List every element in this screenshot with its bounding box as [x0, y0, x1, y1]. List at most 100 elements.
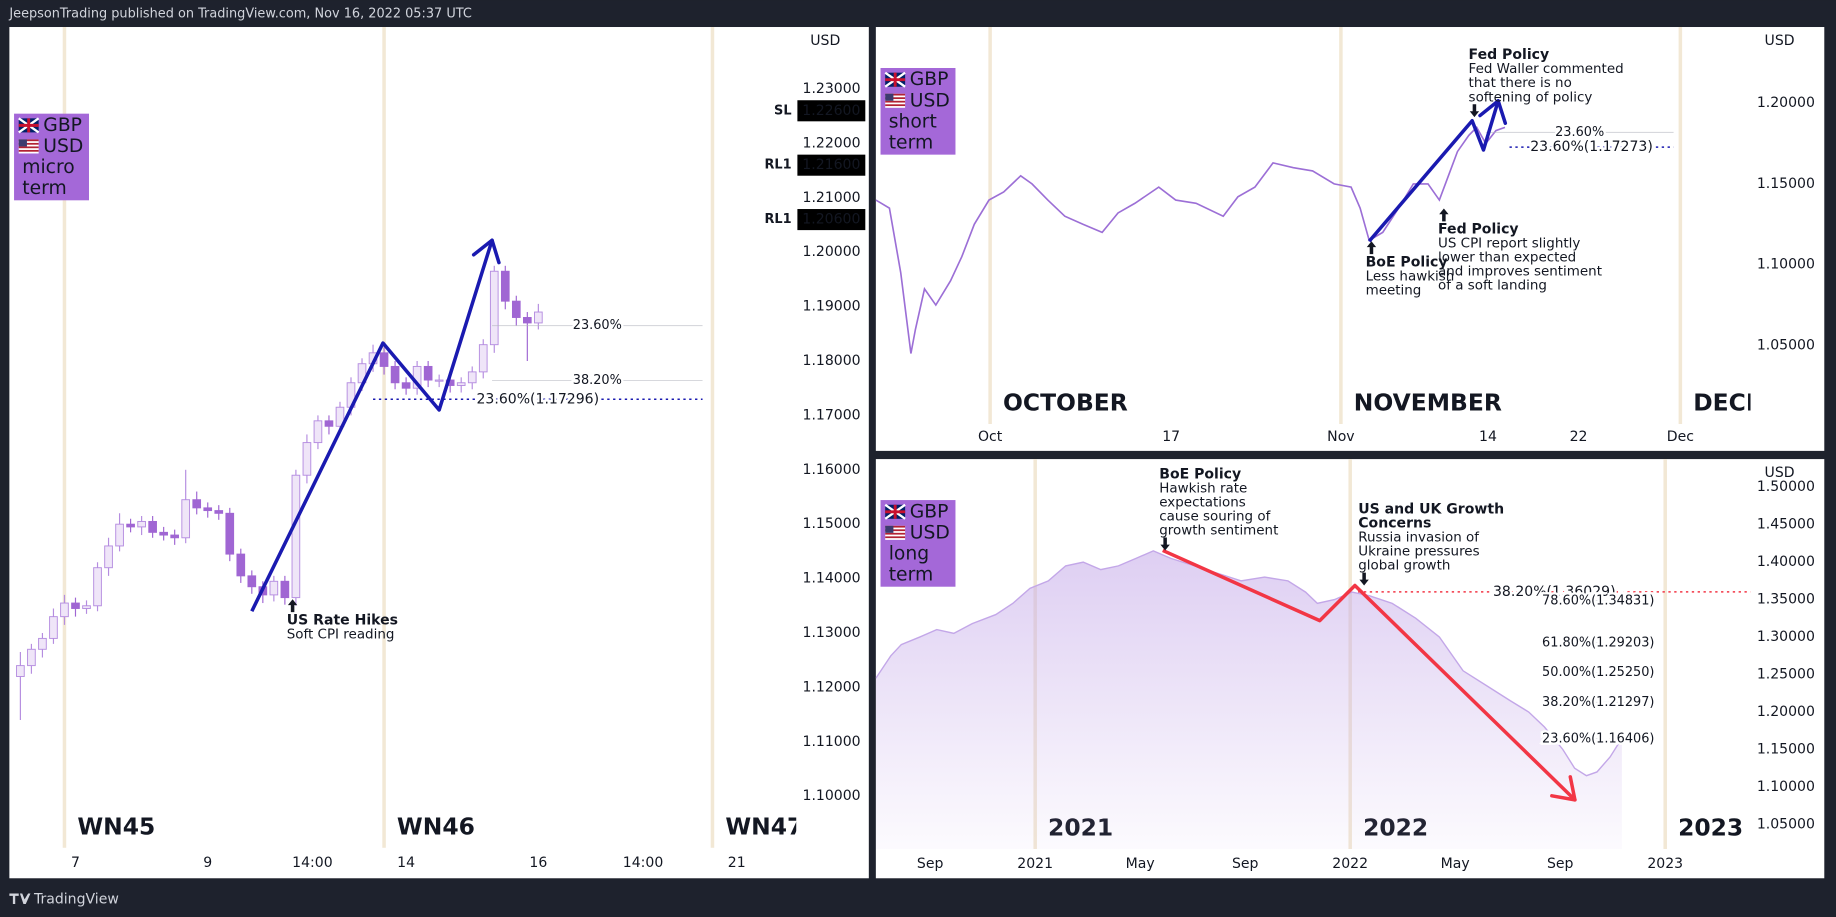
- y-tick-label: 1.40000: [1757, 554, 1815, 570]
- fib-label: 61.80%(1.29203): [1542, 636, 1654, 651]
- badge-text: USD: [910, 90, 950, 111]
- annotation-title: BoE Policy: [1366, 254, 1448, 270]
- candle-body: [82, 605, 91, 609]
- candle-body: [49, 616, 58, 639]
- trend-drawing: [1162, 548, 1577, 802]
- annotation-text: that there is no: [1469, 76, 1572, 91]
- badge-text: term: [889, 565, 933, 586]
- annotation-text: of a soft landing: [1438, 279, 1547, 294]
- price-unit: USD: [810, 33, 840, 49]
- flag-us-stripe: [18, 149, 39, 152]
- candle-body: [489, 270, 499, 346]
- fib-label: 38.20%(1.21297): [1542, 695, 1654, 710]
- x-tick-label: 2023: [1647, 856, 1683, 872]
- x-tick-label: 14:00: [292, 855, 332, 871]
- fib-label: 23.60%: [1555, 125, 1604, 140]
- candle-body: [379, 352, 389, 367]
- y-tick-label: 1.10000: [1757, 779, 1815, 795]
- trend-drawing: [1367, 100, 1500, 243]
- candle-body: [137, 520, 146, 528]
- candle-body: [214, 510, 224, 514]
- annotation-title: Fed Policy: [1438, 222, 1519, 238]
- flag-us-stripe: [885, 93, 906, 96]
- fib-label: 78.60%(1.34831): [1542, 593, 1654, 608]
- badge-text: long: [889, 543, 929, 564]
- annotation-arrow: [287, 599, 298, 613]
- x-tick-label: Sep: [1232, 856, 1259, 872]
- candle-body: [390, 365, 400, 384]
- flag-us-stripe: [885, 529, 906, 532]
- fib-label: 38.20%(1.36029): [1493, 584, 1616, 600]
- candle-body: [523, 317, 532, 324]
- y-tick-label: 1.15000: [803, 516, 861, 532]
- annotation-arrow: [1160, 537, 1170, 551]
- y-tick-label: 1.50000: [1757, 479, 1815, 495]
- x-tick-label: 2021: [1017, 856, 1053, 872]
- annotation-text: expectations: [1159, 495, 1246, 510]
- publish-header: JeepsonTrading published on TradingView.…: [8, 7, 471, 22]
- candle-body: [247, 575, 257, 588]
- badge-text: GBP: [43, 115, 82, 136]
- panel: [875, 27, 1825, 451]
- y-tick-label: 1.20000: [1757, 95, 1815, 111]
- annotation-arrow: [1439, 208, 1449, 222]
- session-label: 2023: [1678, 814, 1743, 842]
- flag-us-stripe: [18, 142, 39, 145]
- y-tick-label: 1.11000: [803, 734, 861, 750]
- logo: [9, 893, 31, 905]
- price-unit: USD: [1765, 33, 1795, 49]
- candle-body: [159, 531, 168, 536]
- x-tick-label: 14: [1479, 429, 1497, 445]
- fib-label: 50.00%(1.25250): [1542, 665, 1654, 680]
- session-label: WN47: [725, 812, 803, 840]
- flag-us-stripe: [885, 104, 906, 107]
- candle-body: [93, 567, 102, 607]
- x-tick-label: 9: [203, 855, 212, 871]
- y-tick-label: 1.10000: [1757, 257, 1815, 273]
- candle-body: [225, 512, 235, 555]
- plot-area: OCTOBER NOVEMBER DECE 23.60%23.60%(1.17273)…: [875, 27, 1751, 424]
- price-label-name: RL1: [764, 212, 791, 227]
- panel: [9, 27, 869, 879]
- price-label-name: SL: [774, 103, 791, 118]
- badge-text: USD: [910, 522, 950, 543]
- fib-label: 23.60%(1.16406): [1542, 731, 1654, 746]
- candle-body: [203, 507, 213, 512]
- annotation-text: and improves sentiment: [1438, 265, 1602, 280]
- annotation-title: US Rate Hikes: [287, 612, 398, 628]
- candle-body: [324, 420, 334, 427]
- y-tick-label: 1.10000: [803, 788, 861, 804]
- y-tick-label: 1.35000: [1757, 592, 1815, 608]
- x-tick-label: Dec: [1667, 429, 1694, 445]
- flag-uk-red: [885, 504, 906, 519]
- y-tick-label: 1.15000: [1757, 176, 1815, 192]
- y-tick-label: 1.16000: [803, 462, 861, 478]
- x-tick-label: May: [1126, 856, 1155, 872]
- candle-body: [71, 602, 80, 609]
- area-fill: [875, 550, 1622, 850]
- x-tick-label: Sep: [917, 856, 944, 872]
- badge-text: GBP: [910, 501, 949, 522]
- price-label-box: [797, 100, 866, 122]
- arrow-head: [1550, 794, 1577, 802]
- candle-body: [181, 499, 191, 539]
- candle-body: [16, 665, 25, 677]
- x-tick-label: 17: [1162, 429, 1180, 445]
- flag-uk-red: [885, 72, 906, 87]
- candle-body: [236, 553, 246, 577]
- annotation-title: BoE Policy: [1159, 466, 1241, 482]
- flag-us-canton: [885, 525, 894, 533]
- fib-label: 23.60%: [573, 318, 622, 333]
- price-label-box: [797, 154, 866, 176]
- flag-us-stripe: [18, 146, 39, 149]
- annotation-text: softening of policy: [1469, 90, 1593, 105]
- candle-body: [500, 270, 510, 302]
- candle-body: [478, 344, 488, 373]
- annotation-arrow: [1366, 241, 1377, 255]
- y-tick-label: 1.05000: [1757, 816, 1815, 832]
- annotation-title: Concerns: [1358, 515, 1431, 531]
- price-label: 1.20600: [802, 212, 860, 228]
- arrow-head: [1496, 99, 1508, 125]
- arrow-head: [490, 238, 501, 265]
- candle-body: [280, 580, 290, 599]
